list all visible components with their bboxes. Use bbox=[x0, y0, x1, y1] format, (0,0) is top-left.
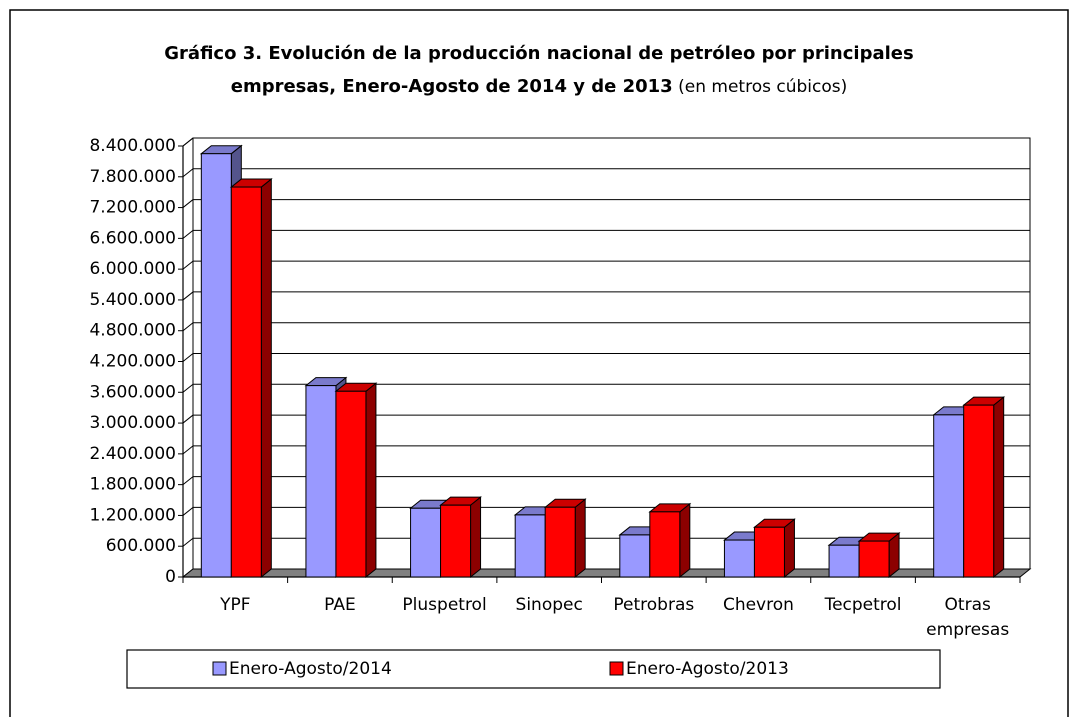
bar-front bbox=[544, 506, 576, 578]
y-tick-label: 2.400.000 bbox=[89, 444, 176, 464]
x-tick-label: Tecpetrol bbox=[824, 595, 902, 615]
bar-front bbox=[619, 534, 651, 578]
y-tick-label: 5.400.000 bbox=[89, 290, 176, 310]
bar-side bbox=[679, 502, 691, 579]
x-tick-label: PAE bbox=[324, 595, 356, 615]
x-tick-label: Otras empresas bbox=[926, 595, 1009, 640]
bar-front bbox=[440, 504, 472, 578]
y-tick-label: 8.400.000 bbox=[89, 136, 176, 156]
bar-front bbox=[753, 526, 785, 578]
chart-title: Gráfico 3. Evolución de la producción na… bbox=[164, 43, 913, 64]
grid-line-side bbox=[182, 291, 194, 301]
bar bbox=[543, 498, 587, 579]
legend-box bbox=[126, 649, 941, 689]
bar bbox=[334, 382, 378, 579]
grid-line-side bbox=[182, 260, 194, 270]
bar-front bbox=[963, 404, 995, 578]
bar bbox=[857, 532, 901, 579]
y-tick-label: 4.800.000 bbox=[89, 321, 176, 341]
x-tick-label: YPF bbox=[219, 595, 250, 615]
x-tick-label: Sinopec bbox=[516, 595, 583, 615]
grid-line-side bbox=[182, 414, 194, 424]
grid-line-side bbox=[182, 353, 194, 362]
bar bbox=[753, 518, 796, 579]
legend-swatch bbox=[212, 661, 227, 676]
grid-line-side bbox=[182, 229, 194, 239]
bar-front bbox=[828, 544, 860, 578]
bar bbox=[439, 496, 482, 579]
grid-line-side bbox=[182, 137, 194, 147]
y-tick-label: 1.800.000 bbox=[89, 475, 176, 495]
bar-side bbox=[260, 178, 272, 579]
bar-side bbox=[574, 498, 586, 579]
y-tick-label: 6.600.000 bbox=[89, 228, 176, 248]
y-tick-label: 0 bbox=[165, 567, 176, 587]
x-tick-label: Petrobras bbox=[613, 595, 694, 615]
bar-front bbox=[305, 385, 337, 578]
bar-front bbox=[858, 540, 890, 578]
bar-front bbox=[514, 514, 546, 578]
bar-side bbox=[470, 496, 482, 579]
y-tick-label: 3.600.000 bbox=[89, 382, 176, 402]
bar-front bbox=[230, 186, 262, 578]
bar bbox=[962, 396, 1006, 579]
x-tick-label: Pluspetrol bbox=[402, 595, 486, 615]
legend-label: Enero-Agosto/2013 bbox=[626, 659, 789, 679]
bar-side bbox=[783, 518, 795, 579]
x-tick-label-line: empresas bbox=[926, 620, 1009, 640]
y-tick-label: 4.200.000 bbox=[89, 352, 176, 372]
grid-line-side bbox=[182, 199, 194, 208]
bar-front bbox=[649, 511, 681, 578]
grid-line-side bbox=[182, 476, 194, 486]
bar-front bbox=[335, 390, 367, 578]
grid-line-side bbox=[182, 383, 194, 393]
bar-side bbox=[365, 382, 377, 579]
bar-front bbox=[410, 507, 442, 578]
x-tick-label-line: Otras bbox=[945, 595, 991, 615]
y-tick-label: 6.000.000 bbox=[89, 259, 176, 279]
chart-title-line: empresas, Enero-Agosto de 2014 y de 2013 bbox=[231, 76, 673, 97]
chart-subtitle: (en metros cúbicos) bbox=[678, 77, 847, 97]
y-tick-label: 7.800.000 bbox=[89, 167, 176, 187]
chart-title: empresas, Enero-Agosto de 2014 y de 2013… bbox=[231, 76, 847, 97]
grid-line-side bbox=[182, 507, 194, 516]
y-tick-label: 1.200.000 bbox=[89, 505, 176, 525]
x-tick-label: Chevron bbox=[723, 595, 794, 615]
bar-front bbox=[723, 539, 755, 578]
grid-line-side bbox=[182, 445, 194, 455]
grid-line-side bbox=[182, 322, 194, 332]
legend-swatch bbox=[609, 661, 624, 676]
y-tick-label: 7.200.000 bbox=[89, 198, 176, 218]
legend-label: Enero-Agosto/2014 bbox=[229, 659, 392, 679]
bar-front bbox=[200, 153, 232, 578]
bar bbox=[229, 178, 273, 579]
y-tick-label: 600.000 bbox=[106, 536, 176, 556]
bar-side bbox=[993, 396, 1005, 579]
bar-front bbox=[933, 414, 965, 578]
grid-line-side bbox=[182, 168, 194, 178]
grid-line-side bbox=[182, 537, 194, 547]
bar bbox=[648, 502, 692, 579]
y-tick-label: 3.000.000 bbox=[89, 413, 176, 433]
